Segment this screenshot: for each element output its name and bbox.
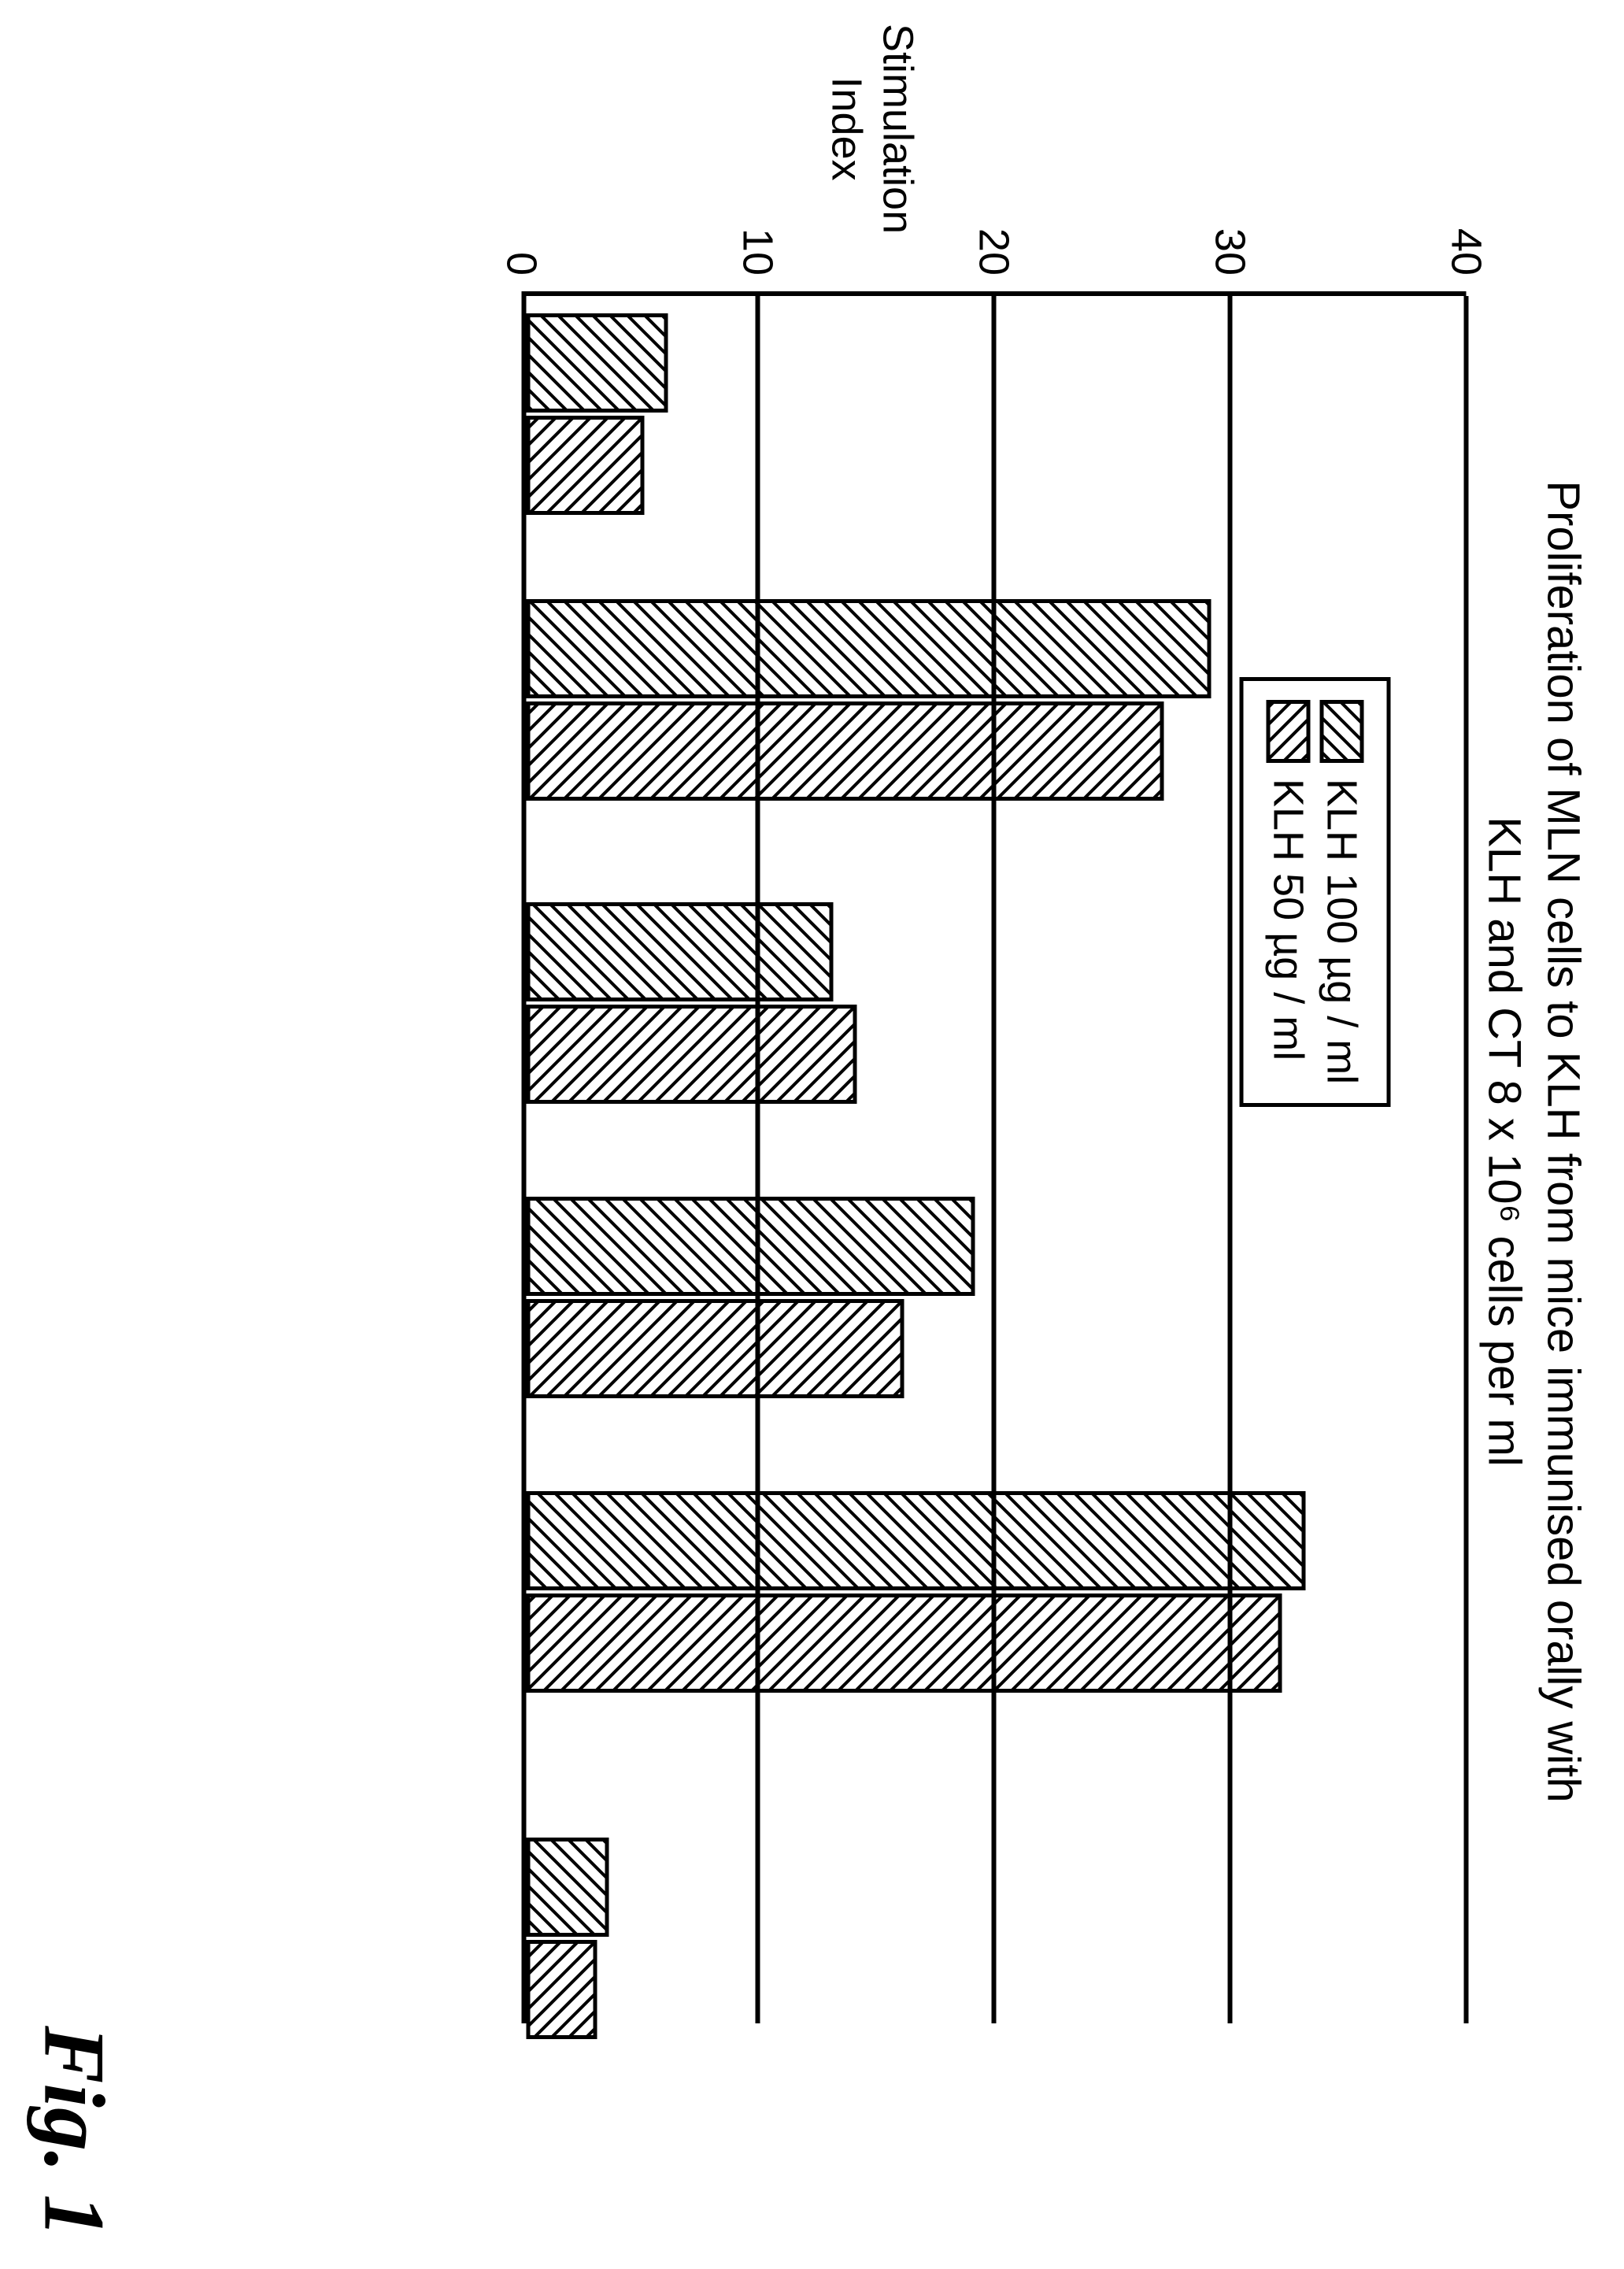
bar-group (526, 1838, 609, 2042)
y-tick: 20 (969, 228, 1018, 276)
bar (526, 902, 833, 1001)
y-tick: 40 (1441, 228, 1490, 276)
chart-title-line2: KLH and CT 8 x 10⁶ cells per ml (1474, 197, 1533, 2086)
bar-group (526, 599, 1211, 804)
y-tick: 30 (1205, 228, 1254, 276)
bar (526, 1299, 904, 1398)
bar (526, 1940, 597, 2039)
gridline (991, 296, 996, 2023)
gridline (1463, 296, 1468, 2023)
legend-label: KLH 100 µg / ml (1317, 779, 1366, 1084)
legend-item: KLH 100 µg / ml (1317, 700, 1366, 1084)
figure-label: Fig. 1 (24, 2026, 124, 2238)
rotated-figure-container: Proliferation of MLN cells to KLH from m… (0, 0, 1624, 2269)
bar (526, 599, 1211, 698)
gridline (1227, 296, 1232, 2023)
legend-item: KLH 50 µg / ml (1263, 700, 1312, 1084)
bar (526, 313, 668, 413)
chart-title-line1: Proliferation of MLN cells to KLH from m… (1533, 197, 1593, 2086)
legend: KLH 100 µg / mlKLH 50 µg / ml (1239, 677, 1390, 1107)
y-tick: 10 (733, 228, 782, 276)
y-tick: 0 (497, 252, 546, 276)
y-axis-label-line2: Index (821, 24, 872, 234)
bar (526, 416, 644, 515)
legend-swatch (1319, 700, 1363, 763)
bar-group (526, 313, 668, 518)
gridline (755, 296, 760, 2023)
bar (526, 1197, 975, 1296)
chart-title: Proliferation of MLN cells to KLH from m… (1474, 197, 1593, 2086)
bar-group (526, 1491, 1305, 1696)
y-axis: Stimulation Index 010203040 (521, 197, 1466, 291)
legend-swatch (1266, 700, 1310, 763)
bar-group (526, 902, 856, 1107)
bar (526, 1005, 856, 1104)
bar (526, 701, 1163, 801)
bar (526, 1593, 1282, 1693)
bar-group (526, 1197, 975, 1401)
plot-wrapper: Stimulation Index 010203040 (521, 197, 1466, 2086)
legend-label: KLH 50 µg / ml (1263, 779, 1312, 1060)
y-axis-label: Stimulation Index (821, 24, 923, 234)
chart-area: Proliferation of MLN cells to KLH from m… (176, 197, 1593, 2086)
bar (526, 1838, 609, 1937)
y-axis-label-line1: Stimulation (871, 24, 923, 234)
bar (526, 1491, 1305, 1590)
plot-area: KLH 100 µg / mlKLH 50 µg / ml (521, 291, 1466, 2023)
